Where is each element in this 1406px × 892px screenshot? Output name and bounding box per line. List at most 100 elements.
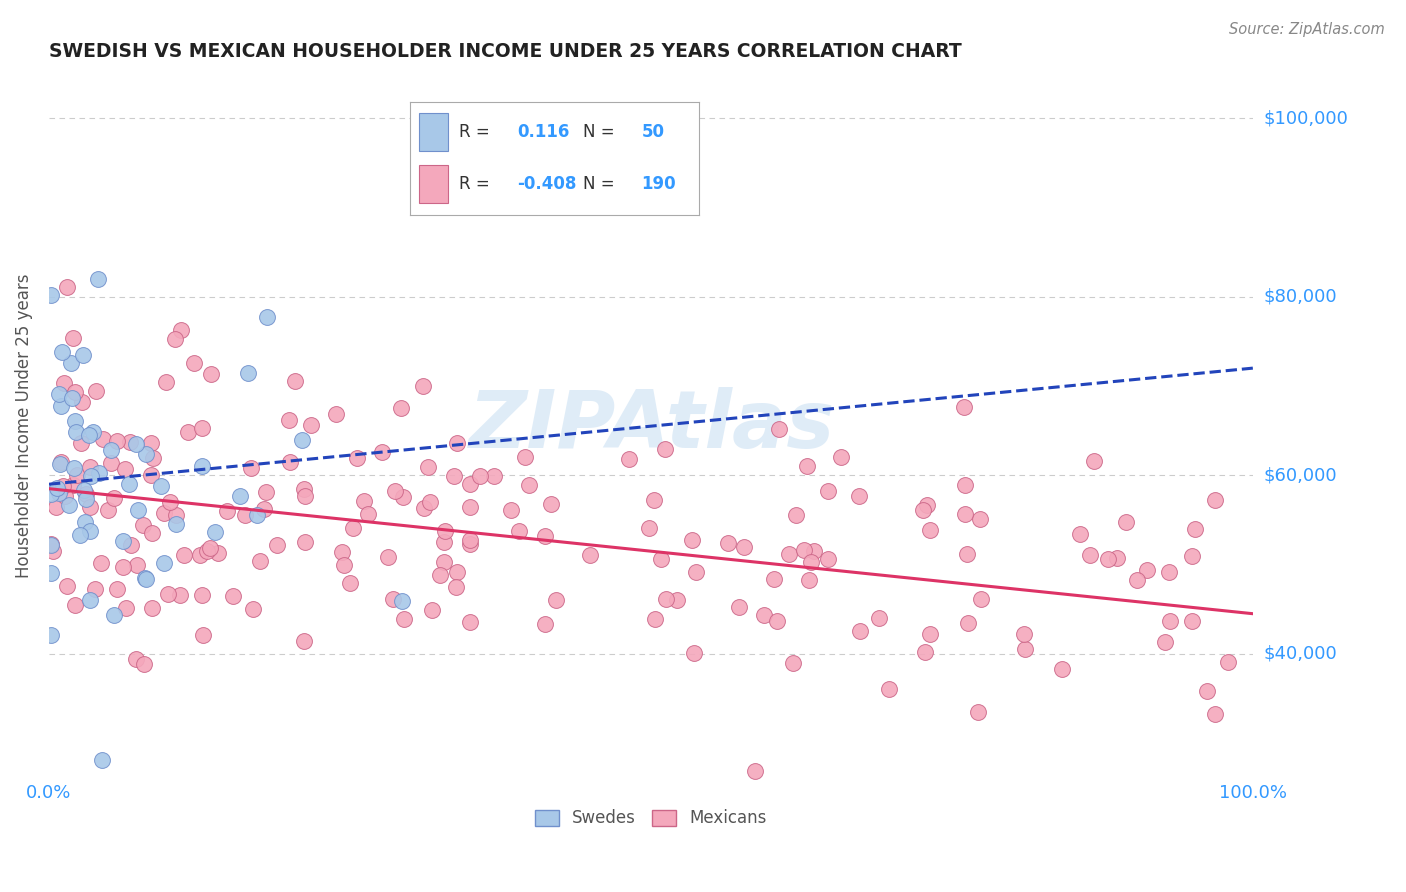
Point (1181, 549, 1204, 564)
Point (135, 447, 157, 461)
Text: Source: ZipAtlas.com: Source: ZipAtlas.com (1229, 22, 1385, 37)
Point (1115, 515, 1137, 529)
Point (207, 546, 229, 560)
Point (460, 500, 482, 514)
Point (433, 535, 456, 549)
Point (60, 356, 83, 370)
Point (458, 476, 481, 491)
Point (52, 478, 75, 492)
Point (294, 489, 316, 503)
Point (499, 503, 522, 517)
Point (193, 628, 215, 642)
Point (49, 457, 72, 471)
Point (970, 591, 993, 606)
Point (517, 478, 540, 492)
Point (717, 536, 740, 550)
Point (460, 537, 482, 551)
Point (830, 450, 852, 465)
Point (103, 491, 125, 505)
Point (443, 469, 465, 483)
Point (249, 553, 271, 567)
Point (190, 421, 212, 435)
Point (1097, 551, 1119, 566)
Point (63, 385, 86, 400)
Point (103, 607, 125, 622)
Point (157, 587, 180, 601)
Point (191, 459, 214, 474)
Point (768, 422, 790, 436)
Point (63, 598, 86, 612)
Point (546, 593, 568, 607)
Point (508, 524, 530, 538)
Point (41, 566, 63, 580)
Point (41, 487, 63, 501)
Point (1204, 492, 1226, 507)
Point (49, 399, 72, 413)
Point (460, 533, 482, 547)
Point (242, 601, 264, 615)
Point (66, 468, 89, 483)
Point (62, 331, 84, 345)
Point (879, 682, 901, 697)
Point (579, 549, 602, 563)
Text: $60,000: $60,000 (1264, 467, 1337, 484)
Point (65, 425, 87, 439)
Text: SWEDISH VS MEXICAN HOUSEHOLDER INCOME UNDER 25 YEARS CORRELATION CHART: SWEDISH VS MEXICAN HOUSEHOLDER INCOME UN… (49, 42, 962, 61)
Text: $40,000: $40,000 (1264, 645, 1337, 663)
Point (330, 544, 353, 558)
Point (84, 384, 107, 399)
Point (72, 395, 94, 409)
Point (868, 611, 890, 625)
Point (391, 490, 413, 504)
Point (817, 552, 839, 566)
Point (135, 572, 157, 586)
Point (785, 508, 807, 522)
Point (420, 603, 443, 617)
Point (342, 521, 364, 535)
Point (782, 656, 804, 670)
Point (41, 537, 63, 551)
Point (233, 508, 256, 523)
Point (752, 608, 775, 623)
Point (468, 469, 491, 483)
Point (793, 542, 815, 557)
Point (637, 521, 659, 535)
Point (120, 538, 142, 552)
Point (41, 628, 63, 642)
Point (1154, 635, 1177, 649)
Point (266, 538, 288, 552)
Point (650, 552, 672, 566)
Point (127, 503, 149, 517)
Point (1083, 453, 1105, 467)
Point (236, 366, 259, 380)
Point (353, 494, 375, 508)
Point (920, 627, 942, 641)
Point (56, 579, 79, 593)
Point (62, 460, 84, 475)
Point (325, 407, 347, 421)
Point (762, 572, 785, 586)
Point (77, 427, 100, 442)
Point (72, 348, 94, 362)
Point (112, 560, 135, 574)
Point (70, 436, 93, 450)
Point (170, 323, 193, 337)
Point (371, 445, 394, 459)
Point (1197, 683, 1219, 698)
Point (198, 541, 221, 555)
Point (200, 368, 222, 382)
Point (246, 508, 269, 523)
Point (284, 374, 307, 388)
Point (446, 436, 468, 450)
Point (58, 498, 80, 512)
Point (165, 517, 187, 532)
Point (799, 574, 821, 588)
Point (339, 576, 361, 591)
Point (56, 280, 79, 294)
Point (150, 479, 173, 493)
Point (42, 544, 65, 558)
Point (766, 614, 789, 628)
Point (952, 401, 974, 415)
Point (966, 705, 988, 719)
Text: ZIPAtlas: ZIPAtlas (468, 387, 834, 465)
